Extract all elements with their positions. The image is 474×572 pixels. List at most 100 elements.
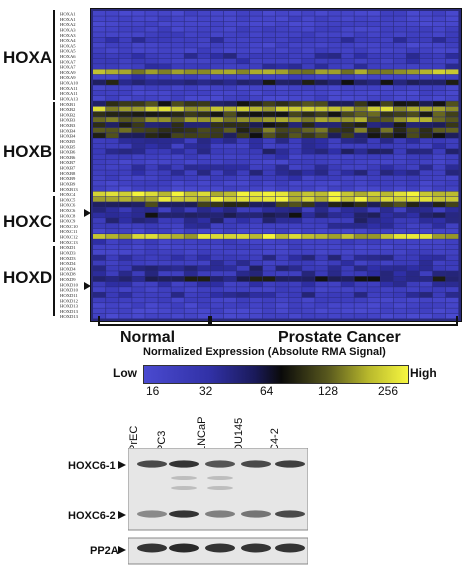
heatmap-cell bbox=[354, 165, 367, 170]
heatmap-cell bbox=[145, 165, 158, 170]
heatmap-cell bbox=[419, 313, 433, 319]
gene-label: HOXB8 bbox=[60, 171, 76, 176]
heatmap-cell bbox=[171, 80, 184, 85]
heatmap-cell bbox=[184, 101, 197, 107]
heatmap-cell bbox=[445, 127, 459, 133]
heatmap-cell bbox=[445, 265, 459, 271]
heatmap-cell bbox=[249, 117, 263, 123]
heatmap-cell bbox=[158, 249, 171, 255]
arrow-hoxd10 bbox=[84, 282, 91, 290]
heatmap-cell bbox=[223, 74, 237, 80]
heatmap-cell bbox=[93, 21, 106, 27]
heatmap-cell bbox=[171, 191, 184, 197]
heatmap-cell bbox=[419, 69, 433, 75]
heatmap-cell bbox=[106, 143, 119, 149]
heatmap-cell bbox=[367, 117, 380, 123]
heatmap-cell bbox=[171, 249, 184, 255]
heatmap-cell bbox=[367, 196, 380, 202]
heatmap-cell bbox=[276, 165, 289, 170]
heatmap-cell bbox=[406, 276, 420, 282]
gene-label: HOXD10 bbox=[60, 282, 79, 287]
heatmap-cell bbox=[302, 37, 315, 43]
heatmap-cell bbox=[393, 58, 407, 64]
heatmap-cell bbox=[315, 127, 328, 133]
heatmap-cell bbox=[145, 154, 158, 160]
cancer-bracket bbox=[210, 316, 458, 326]
heatmap-cell bbox=[380, 127, 394, 133]
heatmap-cell bbox=[119, 303, 132, 308]
heatmap-cell bbox=[289, 223, 302, 229]
heatmap-cell bbox=[406, 313, 420, 319]
group-label-hoxc: HOXC bbox=[3, 212, 53, 231]
heatmap-cell bbox=[106, 180, 119, 186]
heatmap-cell bbox=[354, 223, 367, 229]
heatmap-cell bbox=[184, 303, 197, 308]
heatmap-cell bbox=[302, 165, 315, 170]
heatmap-cell bbox=[276, 117, 289, 123]
heatmap-cell bbox=[210, 85, 224, 91]
heatmap-cell bbox=[302, 21, 315, 27]
heatmap-cell bbox=[328, 111, 341, 117]
heatmap-cell bbox=[367, 175, 380, 181]
heatmap-cell bbox=[249, 234, 263, 239]
heatmap-cell bbox=[119, 271, 132, 277]
heatmap-cell bbox=[132, 297, 145, 303]
heatmap-cell bbox=[262, 234, 276, 239]
heatmap-cell bbox=[249, 42, 263, 48]
heatmap-cell bbox=[249, 276, 263, 282]
heatmap-cell bbox=[289, 32, 302, 38]
heatmap-cell bbox=[406, 218, 420, 223]
heatmap-cell bbox=[328, 223, 341, 229]
heatmap-cell bbox=[197, 249, 211, 255]
heatmap-cell bbox=[341, 80, 354, 85]
heatmap-cell bbox=[158, 196, 171, 202]
heatmap-cell bbox=[106, 297, 119, 303]
heatmap-cell bbox=[132, 265, 145, 271]
heatmap-cell bbox=[93, 244, 106, 250]
gene-label: HOXC4 bbox=[60, 192, 76, 197]
heatmap-cell bbox=[236, 85, 250, 91]
heatmap-cell bbox=[106, 111, 119, 117]
heatmap-cell bbox=[262, 170, 276, 176]
heatmap-cell bbox=[432, 16, 446, 22]
heatmap-cell bbox=[171, 228, 184, 234]
heatmap-cell bbox=[262, 26, 276, 32]
heatmap-cell bbox=[106, 80, 119, 85]
heatmap-cell bbox=[223, 26, 237, 32]
heatmap-cell bbox=[106, 58, 119, 64]
heatmap-cell bbox=[236, 228, 250, 234]
heatmap-cell bbox=[367, 11, 380, 16]
heatmap-cell bbox=[315, 90, 328, 96]
heatmap-cell bbox=[197, 37, 211, 43]
heatmap-cell bbox=[249, 48, 263, 53]
heatmap-cell bbox=[276, 111, 289, 117]
heatmap-cell bbox=[406, 32, 420, 38]
heatmap-cell bbox=[262, 244, 276, 250]
heatmap-cell bbox=[276, 106, 289, 112]
heatmap-cell bbox=[445, 228, 459, 234]
heatmap-cell bbox=[262, 271, 276, 277]
heatmap-cell bbox=[236, 133, 250, 138]
heatmap-cell bbox=[432, 271, 446, 277]
heatmap-cell bbox=[328, 165, 341, 170]
heatmap-cell bbox=[406, 90, 420, 96]
heatmap-cell bbox=[315, 74, 328, 80]
heatmap-cell bbox=[236, 48, 250, 53]
heatmap-cell bbox=[432, 127, 446, 133]
heatmap-cell bbox=[315, 95, 328, 101]
heatmap-cell bbox=[132, 234, 145, 239]
heatmap-cell bbox=[236, 143, 250, 149]
heatmap-cell bbox=[419, 234, 433, 239]
heatmap-cell bbox=[223, 276, 237, 282]
heatmap-cell bbox=[119, 265, 132, 271]
heatmap-cell bbox=[197, 281, 211, 287]
heatmap-cell bbox=[380, 32, 394, 38]
heatmap-cell bbox=[341, 196, 354, 202]
heatmap-cell bbox=[315, 143, 328, 149]
heatmap-cell bbox=[315, 69, 328, 75]
heatmap-cell bbox=[393, 228, 407, 234]
heatmap-cell bbox=[106, 186, 119, 192]
heatmap-cell bbox=[341, 297, 354, 303]
heatmap-cell bbox=[106, 271, 119, 277]
heatmap-cell bbox=[262, 16, 276, 22]
